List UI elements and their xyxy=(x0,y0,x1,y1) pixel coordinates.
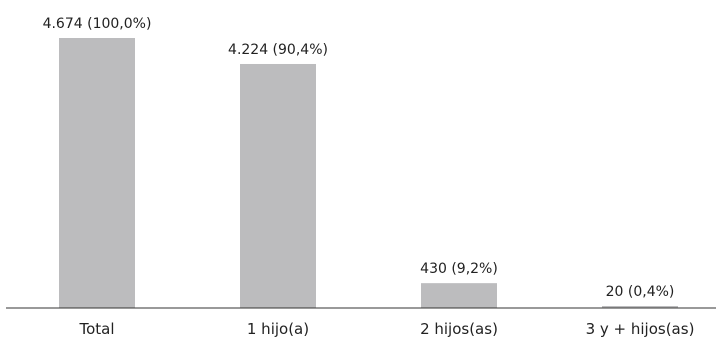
x-tick-label-1: Total xyxy=(78,320,114,338)
data-label-3: 430 (9,2%) xyxy=(420,261,498,277)
x-tick-labels-group: Total 1 hijo(a) 2 hijos(as) 3 y + hijos(as) xyxy=(78,320,694,338)
x-tick-label-4: 3 y + hijos(as) xyxy=(586,320,695,338)
bar-3 xyxy=(421,283,497,308)
bar-1 xyxy=(59,38,135,308)
data-label-4: 20 (0,4%) xyxy=(606,284,675,300)
data-label-1: 4.674 (100,0%) xyxy=(43,16,152,32)
bar-4 xyxy=(602,306,678,308)
x-tick-label-3: 2 hijos(as) xyxy=(420,320,498,338)
bar-2 xyxy=(240,63,316,308)
x-tick-label-2: 1 hijo(a) xyxy=(247,320,309,338)
data-label-2: 4.224 (90,4%) xyxy=(228,42,328,58)
data-labels-group: 4.674 (100,0%) 4.224 (90,4%) 430 (9,2%) 20 … xyxy=(43,16,675,300)
bars-group xyxy=(59,38,678,308)
